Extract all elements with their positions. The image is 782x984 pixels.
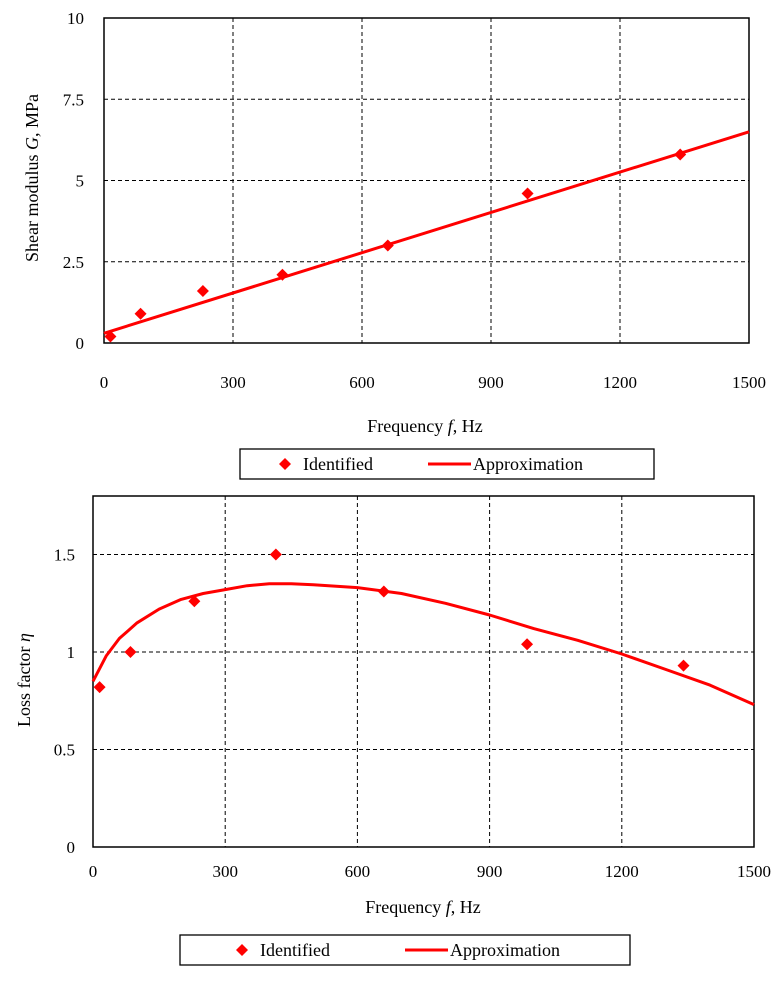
y-tick-label: 0: [67, 838, 76, 857]
y-tick-label: 2.5: [63, 253, 84, 272]
identified-point: [521, 187, 534, 200]
y-tick-label: 5: [76, 172, 85, 191]
identified-point: [124, 646, 137, 658]
identified-point: [521, 638, 534, 651]
legend-marker-identified: [279, 458, 291, 470]
legend-marker-identified: [236, 944, 248, 956]
data-series: [103, 130, 750, 343]
identified-point: [134, 307, 147, 320]
x-tick-label: 1500: [737, 862, 771, 881]
legend: Identified Approximation: [239, 448, 655, 480]
x-axis-title: Frequency f, Hz: [367, 416, 483, 436]
x-tick-label: 900: [477, 862, 503, 881]
legend: Identified Approximation: [179, 934, 631, 966]
x-axis-title: Frequency f, Hz: [365, 897, 481, 917]
identified-point: [93, 681, 106, 694]
identified-point: [276, 268, 289, 281]
x-tick-label: 1200: [603, 373, 637, 392]
y-axis-variable: η: [14, 633, 34, 642]
x-tick-label: 900: [478, 373, 504, 392]
x-tick-label: 0: [89, 862, 98, 881]
approximation-line: [91, 582, 755, 706]
y-tick-label: 0: [76, 334, 85, 353]
legend-label-approximation: Approximation: [450, 940, 560, 960]
y-axis-title: Shear modulus G, MPa: [22, 94, 42, 262]
y-tick-labels: 0 2.5 5 7.5 10: [63, 9, 84, 353]
y-tick-label: 1.5: [54, 546, 75, 565]
x-tick-label: 300: [220, 373, 246, 392]
approximation-line: [103, 130, 750, 335]
x-tick-label: 600: [345, 862, 371, 881]
identified-point: [674, 148, 687, 161]
x-tick-label: 1500: [732, 373, 766, 392]
legend-label-identified: Identified: [260, 940, 330, 960]
plot-area: [92, 495, 755, 848]
x-tick-label: 300: [212, 862, 238, 881]
data-series: [91, 548, 755, 706]
y-axis-title: Loss factor η: [14, 633, 34, 727]
x-tick-labels: 0 300 600 900 1200 1500: [89, 862, 771, 881]
identified-point: [377, 585, 390, 598]
y-tick-label: 7.5: [63, 90, 84, 109]
y-axis-variable: G: [22, 137, 42, 150]
y-tick-label: 0.5: [54, 741, 75, 760]
x-tick-label: 1200: [605, 862, 639, 881]
identified-point: [196, 285, 209, 297]
y-tick-labels: 0 0.5 1 1.5: [54, 546, 75, 858]
grid-lines: [104, 18, 749, 343]
shear-modulus-chart: 0 2.5 5 7.5 10 0 300 600 900 1200 1500 Shear modu…: [22, 9, 766, 480]
x-tick-label: 0: [100, 373, 109, 392]
identified-point: [269, 548, 282, 561]
legend-label-identified: Identified: [303, 454, 373, 474]
x-axis-variable: f: [446, 897, 454, 917]
identified-point: [104, 330, 117, 343]
identified-point: [677, 659, 690, 672]
identified-point: [381, 239, 394, 252]
grid-lines: [93, 496, 754, 847]
x-tick-label: 600: [349, 373, 375, 392]
loss-factor-chart: 0 0.5 1 1.5 0 300 600 900 1200 1500 Loss factor …: [14, 495, 771, 966]
legend-label-approximation: Approximation: [473, 454, 583, 474]
y-tick-label: 1: [67, 643, 76, 662]
x-axis-variable: f: [448, 416, 456, 436]
identified-point: [188, 595, 201, 608]
x-tick-labels: 0 300 600 900 1200 1500: [100, 373, 766, 392]
y-tick-label: 10: [67, 9, 84, 28]
